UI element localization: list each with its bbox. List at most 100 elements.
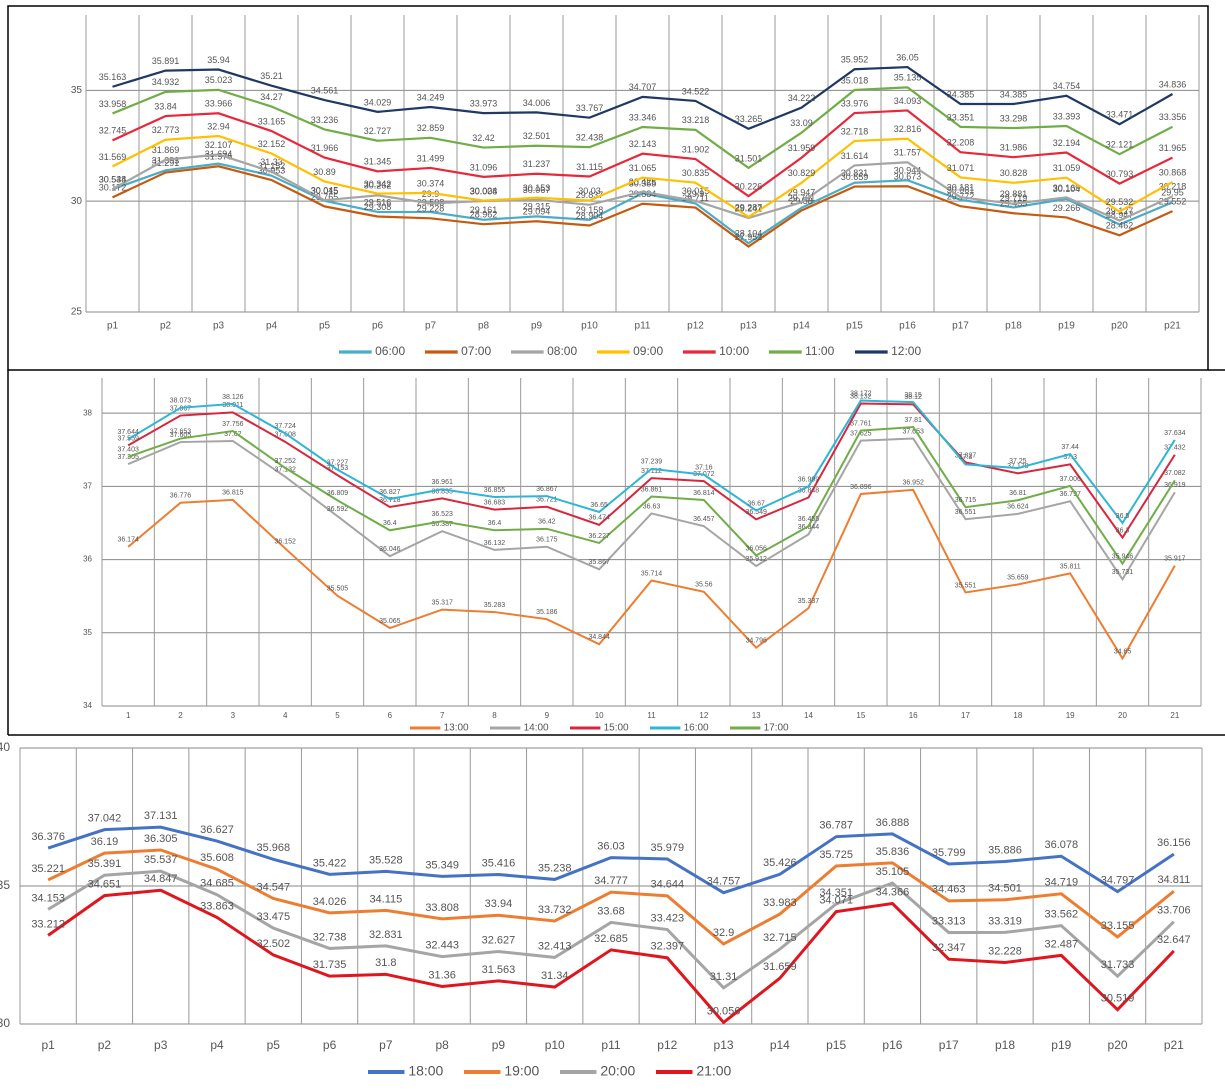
- data-label: 31.986: [1000, 143, 1028, 153]
- data-label: 34.463: [932, 884, 966, 896]
- data-label: 31.757: [894, 148, 922, 158]
- data-label: 35.238: [538, 862, 572, 874]
- x-tick-label: p4: [210, 1038, 224, 1052]
- data-label: 32.816: [894, 124, 922, 134]
- x-tick-label: p13: [714, 1038, 734, 1052]
- data-label: 31.096: [470, 162, 498, 172]
- data-label: 35.94: [207, 55, 230, 65]
- data-label: 32.502: [256, 938, 290, 950]
- data-label: 36.474: [588, 515, 610, 522]
- data-label: 36.815: [222, 490, 244, 497]
- data-label: 37.81: [904, 417, 922, 424]
- frame: [8, 6, 1208, 370]
- data-label: 35.163: [99, 72, 127, 82]
- data-label: 29.308: [364, 202, 392, 212]
- charts: 253035p1p2p3p4p5p6p7p8p9p10p11p12p13p14p…: [0, 0, 1225, 1091]
- data-label: 35.979: [650, 842, 684, 854]
- legend-label: 11:00: [805, 344, 834, 358]
- data-label: 36.455: [798, 516, 820, 523]
- data-label: 32.121: [1106, 140, 1134, 150]
- x-tick-label: p8: [478, 321, 490, 332]
- data-label: 27.952: [735, 232, 763, 242]
- data-label: 34.757: [707, 876, 741, 888]
- data-label: 36.861: [641, 486, 663, 493]
- x-tick-label: p3: [154, 1038, 168, 1052]
- data-label: 32.859: [417, 123, 445, 133]
- data-label: 32.501: [523, 131, 551, 141]
- data-label: 35.317: [431, 599, 453, 606]
- data-label: 35.505: [327, 586, 349, 593]
- data-label: 32.738: [313, 931, 347, 943]
- x-tick-label: p1: [107, 321, 119, 332]
- data-label: 31.059: [1053, 163, 1081, 173]
- x-tick-label: 4: [283, 711, 288, 720]
- data-label: 30.024: [470, 186, 498, 196]
- x-tick-label: 3: [231, 711, 236, 720]
- data-label: 34.796: [745, 638, 767, 645]
- x-tick-label: p18: [1005, 321, 1022, 332]
- data-label: 36.046: [379, 546, 401, 553]
- data-label: 28.904: [576, 211, 604, 221]
- data-label: 31.869: [152, 145, 180, 155]
- data-label: 31.966: [311, 143, 339, 153]
- data-label: 33.218: [682, 115, 710, 125]
- x-tick-label: 15: [856, 711, 865, 720]
- data-label: 30.374: [417, 178, 445, 188]
- data-label: 33.155: [1101, 920, 1135, 932]
- legend-label: 17:00: [764, 723, 789, 734]
- data-label: 34.501: [988, 883, 1022, 895]
- data-label: 35.952: [841, 55, 869, 65]
- data-label: 37.634: [1164, 430, 1186, 437]
- data-label: 36.175: [536, 537, 558, 544]
- y-tick-label: 34: [83, 701, 92, 710]
- data-label: 36.67: [747, 500, 765, 507]
- data-label: 30.868: [1159, 167, 1187, 177]
- y-tick-label: 36: [83, 555, 92, 564]
- data-label: 36.19: [91, 836, 119, 848]
- data-label: 36.4: [383, 520, 397, 527]
- x-tick-label: p15: [846, 321, 863, 332]
- data-label: 35.528: [369, 854, 403, 866]
- data-label: 32.715: [763, 932, 797, 944]
- x-tick-label: p16: [899, 321, 916, 332]
- data-label: 31.345: [364, 157, 392, 167]
- data-label: 35.799: [932, 847, 966, 859]
- data-label: 32.107: [205, 140, 233, 150]
- legend-label: 19:00: [504, 1063, 539, 1079]
- x-tick-label: 9: [545, 711, 550, 720]
- data-label: 31.614: [841, 151, 869, 161]
- x-tick-label: p14: [770, 1038, 790, 1052]
- data-label: 37.653: [902, 428, 924, 435]
- data-label: 37.227: [327, 460, 349, 467]
- data-label: 33.313: [932, 915, 966, 927]
- x-tick-label: 1: [126, 711, 131, 720]
- data-label: 31.735: [313, 959, 347, 971]
- y-tick-label: 37: [83, 481, 92, 490]
- data-label: 35.023: [205, 75, 233, 85]
- data-label: 32.413: [538, 940, 572, 952]
- data-label: 33.706: [1157, 905, 1191, 917]
- data-label: 35.537: [144, 854, 178, 866]
- data-label: 33.165: [258, 116, 286, 126]
- data-label: 30.03: [578, 186, 601, 196]
- data-label: 33.94: [485, 898, 513, 910]
- data-label: 35.56: [695, 582, 713, 589]
- data-label: 36.776: [170, 493, 192, 500]
- data-label: 29.266: [1053, 203, 1081, 213]
- data-label: 31.965: [1159, 143, 1187, 153]
- x-tick-label: p20: [1108, 1038, 1128, 1052]
- data-label: 35.221: [31, 863, 65, 875]
- data-label: 36.715: [955, 497, 977, 504]
- y-tick-label: 25: [71, 307, 83, 318]
- data-label: 36.65: [590, 502, 608, 509]
- data-label: 32.745: [99, 126, 127, 136]
- data-label: 35.836: [876, 846, 910, 858]
- data-label: 30.045: [311, 186, 339, 196]
- data-label: 34.719: [1044, 877, 1078, 889]
- x-tick-label: p12: [687, 321, 704, 332]
- data-label: 36.132: [484, 540, 506, 547]
- data-label: 35.811: [1060, 563, 1081, 570]
- data-label: 32.228: [988, 945, 1022, 957]
- x-tick-label: p9: [492, 1038, 506, 1052]
- legend-label: 08:00: [547, 344, 577, 358]
